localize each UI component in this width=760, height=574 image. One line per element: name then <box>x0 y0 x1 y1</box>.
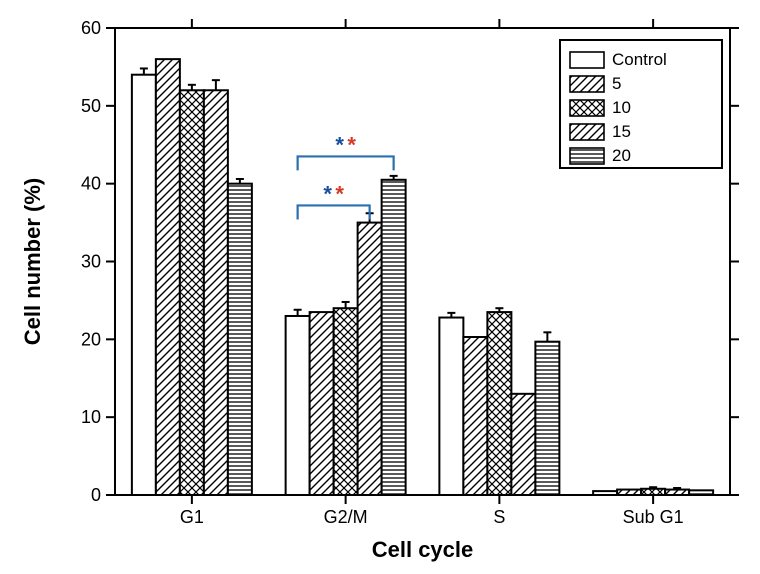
bar <box>511 394 535 495</box>
bar <box>156 59 180 495</box>
significance-star: * <box>335 132 344 157</box>
legend-label: 5 <box>612 74 621 93</box>
bar <box>310 312 334 495</box>
bar <box>593 491 617 495</box>
y-tick-label: 10 <box>81 407 101 427</box>
bar <box>204 90 228 495</box>
legend-swatch <box>570 148 604 164</box>
chart-svg: 0 10 20 30 40 50 60 Cell number (%) Cell cycle G1… <box>0 0 760 574</box>
significance-bracket <box>298 205 370 219</box>
bar <box>665 490 689 495</box>
bar <box>439 318 463 495</box>
y-tick-label: 0 <box>91 485 101 505</box>
y-tick-label: 50 <box>81 96 101 116</box>
bar <box>358 223 382 495</box>
y-tick-label: 40 <box>81 174 101 194</box>
bar <box>228 184 252 495</box>
bar <box>132 75 156 495</box>
bar <box>382 180 406 495</box>
y-tick-label: 30 <box>81 252 101 272</box>
bar <box>487 312 511 495</box>
bar <box>463 337 487 495</box>
y-tick-label: 20 <box>81 329 101 349</box>
significance-star: * <box>335 181 344 206</box>
bar <box>286 316 310 495</box>
x-axis-label: Cell cycle <box>372 537 474 562</box>
legend-swatch <box>570 100 604 116</box>
y-axis-label: Cell number (%) <box>20 178 45 345</box>
x-category-label: G1 <box>180 507 204 527</box>
legend-swatch <box>570 52 604 68</box>
bar <box>334 308 358 495</box>
bar <box>535 342 559 495</box>
x-category-label: Sub G1 <box>623 507 684 527</box>
bar <box>689 490 713 495</box>
legend-label: 15 <box>612 122 631 141</box>
legend-label: 20 <box>612 146 631 165</box>
bar <box>180 90 204 495</box>
x-category-label: S <box>493 507 505 527</box>
x-category-label: G2/M <box>324 507 368 527</box>
significance-star: * <box>323 181 332 206</box>
bar <box>617 490 641 495</box>
bar <box>641 489 665 495</box>
significance-star: * <box>347 132 356 157</box>
legend-label: 10 <box>612 98 631 117</box>
y-tick-label: 60 <box>81 18 101 38</box>
significance-bracket <box>298 156 394 170</box>
legend-label: Control <box>612 50 667 69</box>
legend-swatch <box>570 76 604 92</box>
cell-cycle-chart: 0 10 20 30 40 50 60 Cell number (%) Cell cycle G1… <box>0 0 760 574</box>
legend-swatch <box>570 124 604 140</box>
